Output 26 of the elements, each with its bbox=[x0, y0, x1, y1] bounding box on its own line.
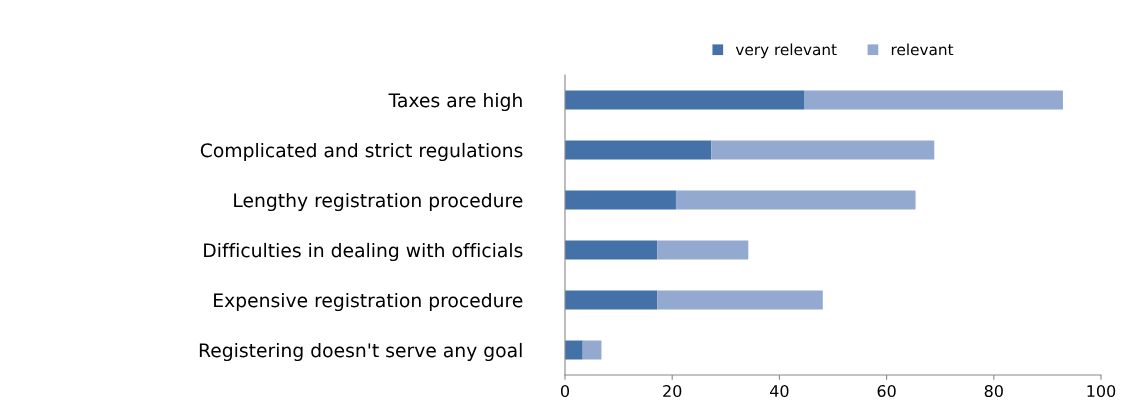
bar bbox=[582, 340, 602, 360]
y-tick-label: Registering doesn't serve any goal bbox=[199, 342, 522, 362]
legend-label: very relevant bbox=[735, 43, 837, 59]
x-tick-label: 40 bbox=[770, 385, 789, 398]
bar bbox=[657, 240, 749, 260]
x-tick-label: 20 bbox=[663, 385, 682, 398]
bar bbox=[565, 90, 805, 110]
bar bbox=[711, 140, 935, 160]
x-tick-label: 100 bbox=[1087, 385, 1116, 398]
y-tick-label: Taxes are high bbox=[388, 92, 522, 112]
bar bbox=[804, 90, 1063, 110]
bar bbox=[565, 290, 658, 310]
bar bbox=[565, 340, 583, 360]
bar bbox=[565, 140, 712, 160]
bar bbox=[565, 190, 676, 210]
y-tick-label: Lengthy registration procedure bbox=[234, 192, 523, 212]
bar bbox=[565, 240, 658, 260]
bar bbox=[657, 290, 823, 310]
y-tick-label: Expensive registration procedure bbox=[214, 292, 523, 312]
x-tick-label: 80 bbox=[984, 385, 1003, 398]
y-tick-label: Difficulties in dealing with officials bbox=[204, 242, 523, 262]
y-tick-label: Complicated and strict regulations bbox=[200, 142, 523, 162]
bar bbox=[675, 190, 916, 210]
x-tick-label: 60 bbox=[877, 385, 896, 398]
legend-label: relevant bbox=[891, 43, 954, 56]
x-tick-label: 0 bbox=[560, 385, 570, 398]
